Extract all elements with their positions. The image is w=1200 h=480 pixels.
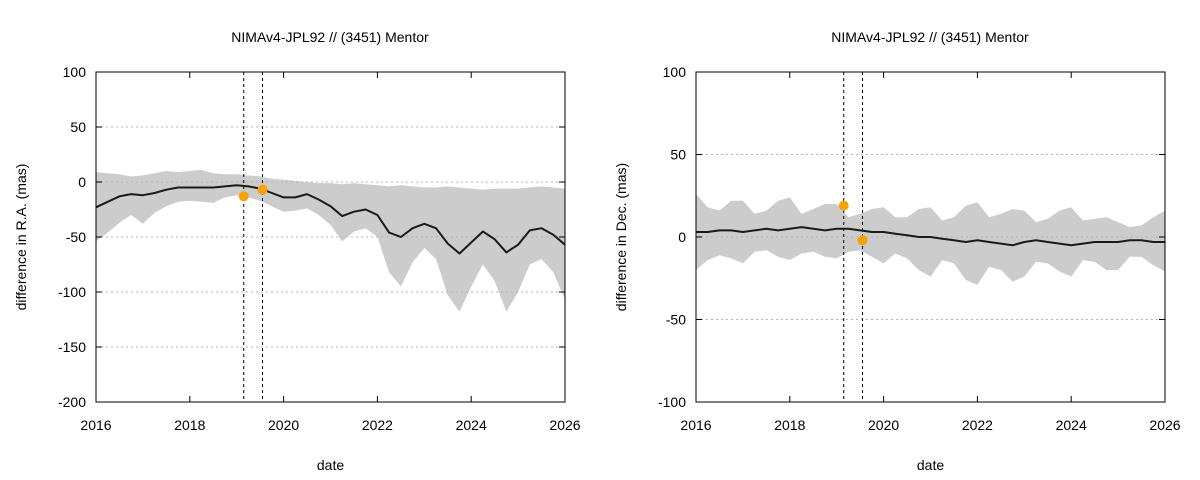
chart-1-xtick-label-4: 2024 xyxy=(1056,417,1087,433)
chart-0-xtick-label-0: 2016 xyxy=(80,417,111,433)
chart-0-ylabel: difference in R.A. (mas) xyxy=(13,164,29,311)
chart-0-point-1 xyxy=(257,184,268,195)
chart-1-xtick-label-3: 2022 xyxy=(962,417,993,433)
chart-0-xtick-label-1: 2018 xyxy=(174,417,205,433)
chart-1-ytick-label-3: 50 xyxy=(670,147,686,163)
chart-0-ytick-label-3: -50 xyxy=(66,229,86,245)
ra-chart-panel: -200 -150 -100 -50 0 50 100 2016 2018 2020 2022 202… xyxy=(13,29,581,473)
chart-0-xtick-label-5: 2026 xyxy=(549,417,580,433)
chart-0-ytick-label-6: 100 xyxy=(63,64,87,80)
chart-1-ytick-label-2: 0 xyxy=(678,229,686,245)
chart-1-xtick-label-5: 2026 xyxy=(1149,417,1180,433)
chart-1-point-1 xyxy=(857,235,868,246)
chart-1-ylabel: difference in Dec. (mas) xyxy=(613,163,629,311)
chart-0-ytick-label-0: -200 xyxy=(58,394,86,410)
chart-1-ytick-label-0: -100 xyxy=(658,394,686,410)
dec-chart-panel: -100 -50 0 50 100 2016 2018 2020 2022 2024 2026 NIM… xyxy=(613,29,1181,473)
chart-0-ytick-label-1: -150 xyxy=(58,339,86,355)
chart-1-xtick-label-1: 2018 xyxy=(774,417,805,433)
chart-0-series-line xyxy=(95,184,566,255)
chart-0-ytick-label-5: 50 xyxy=(70,119,86,135)
chart-0-xtick-label-3: 2022 xyxy=(362,417,393,433)
chart-1-series-line xyxy=(696,226,1165,247)
chart-0-uncertainty-band xyxy=(96,169,565,312)
chart-0-xtick-label-4: 2024 xyxy=(456,417,487,433)
chart-0-point-0 xyxy=(238,191,249,202)
chart-0-ytick-label-4: 0 xyxy=(78,174,86,190)
chart-1-ytick-label-1: -50 xyxy=(666,312,686,328)
chart-1-xtick-label-0: 2016 xyxy=(680,417,711,433)
chart-1-uncertainty-band xyxy=(696,194,1165,285)
chart-0-xlabel: date xyxy=(317,457,344,473)
chart-1-point-0 xyxy=(838,200,849,211)
chart-1-xlabel: date xyxy=(917,457,944,473)
chart-1-xtick-label-2: 2020 xyxy=(868,417,899,433)
chart-0-title: NIMAv4-JPL92 // (3451) Mentor xyxy=(231,29,429,45)
chart-0-ytick-label-2: -100 xyxy=(58,284,86,300)
chart-1-ytick-label-4: 100 xyxy=(663,64,687,80)
chart-1-title: NIMAv4-JPL92 // (3451) Mentor xyxy=(831,29,1029,45)
chart-0-xtick-label-2: 2020 xyxy=(268,417,299,433)
